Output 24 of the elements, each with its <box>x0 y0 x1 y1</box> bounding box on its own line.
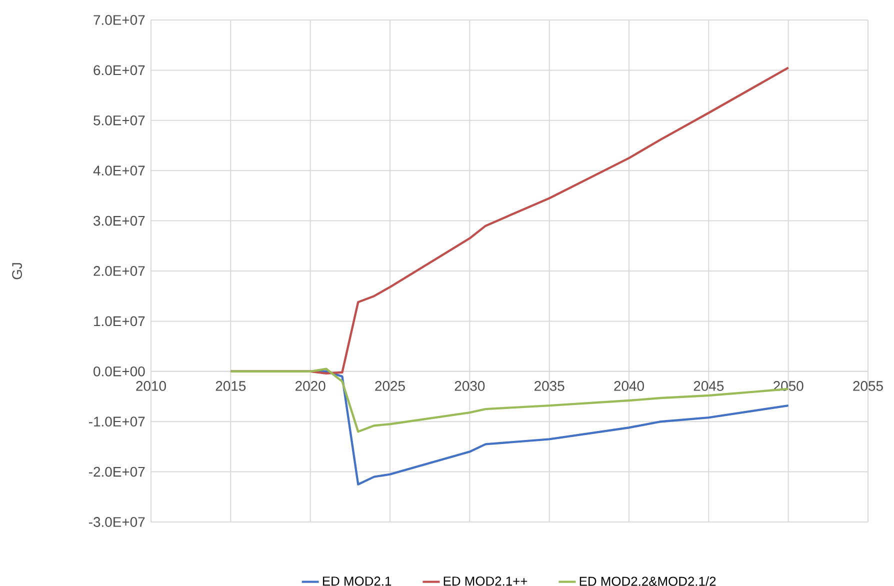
x-tick-label: 2040 <box>614 381 644 391</box>
x-tick-label: 2010 <box>136 381 166 391</box>
y-tick-label: 1.0E+07 <box>94 316 145 326</box>
x-tick-label: 2035 <box>534 381 564 391</box>
x-tick-label: 2015 <box>216 381 246 391</box>
y-tick-label: 6.0E+07 <box>94 65 145 76</box>
x-tick-label: 2020 <box>296 381 326 391</box>
x-tick-label: 2045 <box>694 381 724 391</box>
x-tick-label: 2030 <box>454 381 485 391</box>
legend-label: ED MOD2.1++ <box>444 576 528 586</box>
y-tick-label: 5.0E+07 <box>94 115 145 126</box>
y-tick-label: 0.0E+00 <box>94 366 145 376</box>
y-tick-label: 2.0E+07 <box>94 266 145 276</box>
legend-label: ED MOD2.2&MOD2.1/2 <box>580 576 716 586</box>
y-axis-title: GJ <box>12 263 22 280</box>
y-tick-label: 4.0E+07 <box>93 166 145 176</box>
y-tick-label: -1.0E+07 <box>88 416 145 427</box>
x-tick-label: 2055 <box>853 381 883 391</box>
y-tick-label: -3.0E+07 <box>88 517 145 527</box>
x-tick-label: 2025 <box>375 381 405 391</box>
legend-label: ED MOD2.1 <box>322 576 392 586</box>
y-tick-label: 7.0E+07 <box>94 15 145 25</box>
y-tick-label: 3.0E+07 <box>94 216 145 226</box>
y-tick-label: -2.0E+07 <box>88 466 145 477</box>
